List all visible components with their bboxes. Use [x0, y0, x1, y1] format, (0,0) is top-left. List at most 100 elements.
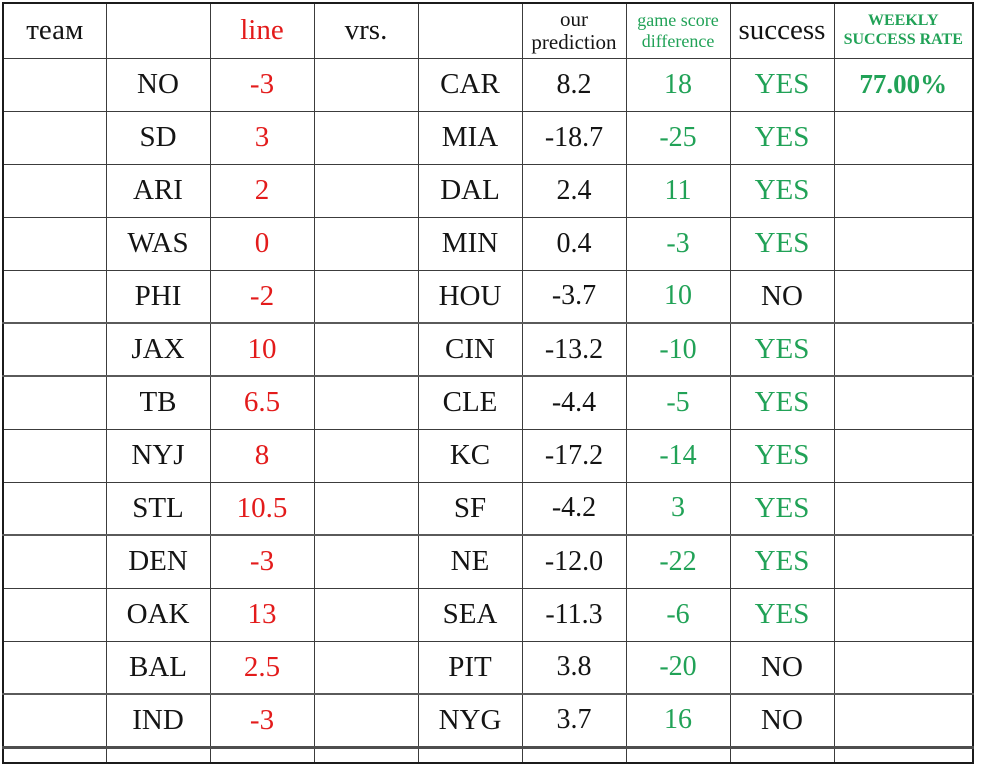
opponent-cell: DAL: [417, 163, 523, 218]
left-spacer-cell: [2, 375, 107, 430]
left-spacer-cell: [2, 269, 107, 324]
table-row: TB 6.5 CLE -4.4 -5 YES: [2, 375, 974, 430]
team-cell: WAS: [105, 216, 211, 271]
opponent-cell: PIT: [417, 640, 523, 695]
left-spacer-cell: [2, 216, 107, 271]
empty-cell: [209, 746, 315, 764]
col-header-game-score-difference: game score difference: [625, 2, 731, 59]
weekly-rate-cell: [833, 428, 974, 483]
table-row: SD 3 MIA -18.7 -25 YES: [2, 110, 974, 165]
col-header-success: success: [729, 2, 835, 59]
weekly-rate-cell: [833, 640, 974, 695]
left-spacer-cell: [2, 57, 107, 112]
weekly-rate-cell: [833, 375, 974, 430]
success-cell: YES: [729, 481, 835, 536]
score-diff-cell: -5: [625, 375, 731, 430]
vrs-spacer-cell: [313, 587, 419, 642]
team-cell: OAK: [105, 587, 211, 642]
vrs-spacer-cell: [313, 163, 419, 218]
line-cell: 10: [209, 322, 315, 377]
score-diff-cell: -10: [625, 322, 731, 377]
line-cell: 2.5: [209, 640, 315, 695]
team-cell: PHI: [105, 269, 211, 324]
table-row: STL 10.5 SF -4.2 3 YES: [2, 481, 974, 536]
prediction-cell: 0.4: [521, 216, 627, 271]
empty-cell: [625, 746, 731, 764]
empty-cell: [417, 746, 523, 764]
left-spacer-cell: [2, 163, 107, 218]
line-cell: 2: [209, 163, 315, 218]
table-row: IND -3 NYG 3.7 16 NO: [2, 693, 974, 748]
col-header-team: теам: [2, 2, 107, 59]
line-cell: -3: [209, 57, 315, 112]
prediction-cell: 2.4: [521, 163, 627, 218]
opponent-cell: MIA: [417, 110, 523, 165]
score-diff-cell: 10: [625, 269, 731, 324]
team-cell: BAL: [105, 640, 211, 695]
success-cell: NO: [729, 269, 835, 324]
left-spacer-cell: [2, 587, 107, 642]
opponent-cell: HOU: [417, 269, 523, 324]
score-diff-cell: 18: [625, 57, 731, 112]
table-row: PHI -2 HOU -3.7 10 NO: [2, 269, 974, 324]
table-row: WAS 0 MIN 0.4 -3 YES: [2, 216, 974, 271]
score-diff-cell: -20: [625, 640, 731, 695]
predictions-table: теам line vrs. our prediction game score…: [2, 2, 974, 764]
weekly-rate-cell: [833, 587, 974, 642]
prediction-cell: -4.4: [521, 375, 627, 430]
vrs-spacer-cell: [313, 269, 419, 324]
left-spacer-cell: [2, 428, 107, 483]
opponent-cell: NYG: [417, 693, 523, 748]
team-cell: DEN: [105, 534, 211, 589]
opponent-cell: SEA: [417, 587, 523, 642]
prediction-cell: -12.0: [521, 534, 627, 589]
prediction-cell: 8.2: [521, 57, 627, 112]
line-cell: 6.5: [209, 375, 315, 430]
weekly-rate-cell: [833, 534, 974, 589]
success-cell: YES: [729, 375, 835, 430]
left-spacer-cell: [2, 693, 107, 748]
score-diff-cell: 3: [625, 481, 731, 536]
vrs-spacer-cell: [313, 375, 419, 430]
success-cell: YES: [729, 216, 835, 271]
team-cell: ARI: [105, 163, 211, 218]
empty-cell: [105, 746, 211, 764]
weekly-rate-cell: [833, 110, 974, 165]
table-row: BAL 2.5 PIT 3.8 -20 NO: [2, 640, 974, 695]
success-cell: NO: [729, 693, 835, 748]
weekly-rate-cell: [833, 216, 974, 271]
header-row: теам line vrs. our prediction game score…: [2, 2, 974, 59]
table-row: ARI 2 DAL 2.4 11 YES: [2, 163, 974, 218]
weekly-rate-cell: [833, 322, 974, 377]
line-cell: 8: [209, 428, 315, 483]
table-body: NO -3 CAR 8.2 18 YES 77.00% SD 3 MIA -18…: [2, 57, 974, 764]
team-cell: JAX: [105, 322, 211, 377]
table-row: JAX 10 CIN -13.2 -10 YES: [2, 322, 974, 377]
empty-cell: [729, 746, 835, 764]
score-diff-cell: -14: [625, 428, 731, 483]
col-header-blank-2: [417, 2, 523, 59]
team-cell: STL: [105, 481, 211, 536]
vrs-spacer-cell: [313, 640, 419, 695]
left-spacer-cell: [2, 534, 107, 589]
vrs-spacer-cell: [313, 481, 419, 536]
team-cell: IND: [105, 693, 211, 748]
prediction-cell: -13.2: [521, 322, 627, 377]
weekly-rate-cell: [833, 269, 974, 324]
vrs-spacer-cell: [313, 534, 419, 589]
score-diff-cell: -25: [625, 110, 731, 165]
col-header-blank-1: [105, 2, 211, 59]
score-diff-cell: -3: [625, 216, 731, 271]
success-cell: YES: [729, 587, 835, 642]
success-cell: YES: [729, 534, 835, 589]
weekly-rate-cell: 77.00%: [833, 57, 974, 112]
team-cell: NYJ: [105, 428, 211, 483]
empty-cell: [2, 746, 107, 764]
score-diff-cell: 11: [625, 163, 731, 218]
vrs-spacer-cell: [313, 110, 419, 165]
col-header-weekly-success-rate: WEEKLY SUCCESS RATE: [833, 2, 974, 59]
opponent-cell: MIN: [417, 216, 523, 271]
opponent-cell: CAR: [417, 57, 523, 112]
line-cell: 3: [209, 110, 315, 165]
opponent-cell: SF: [417, 481, 523, 536]
